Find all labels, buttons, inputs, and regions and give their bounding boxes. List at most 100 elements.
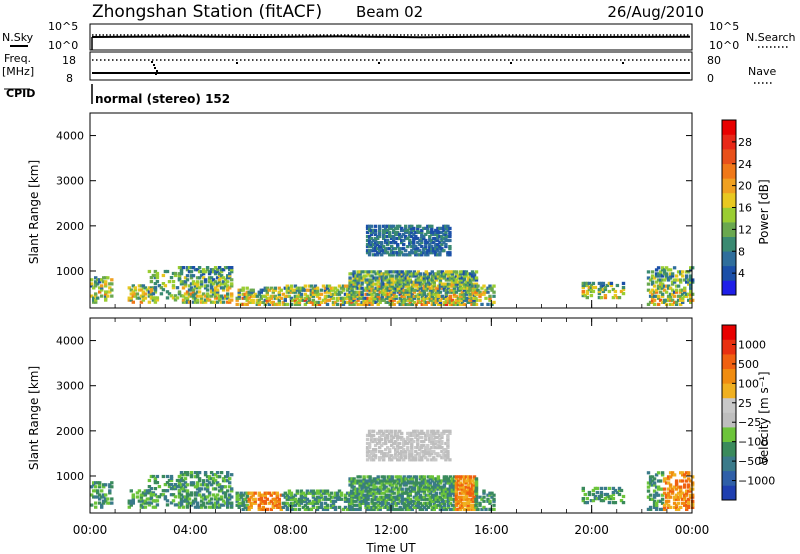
velocity-echo-cell: [444, 495, 449, 499]
power-echo-cell: [297, 298, 302, 302]
power-echo-cell: [348, 284, 352, 288]
velocity-echo-cell: [454, 501, 459, 505]
velocity-echo-cell: [607, 501, 612, 505]
velocity-echo-cell: [211, 487, 216, 491]
velocity-echo-cell: [384, 441, 388, 446]
power-echo-cell: [424, 296, 428, 300]
velocity-echo-cell: [666, 499, 671, 503]
power-echo-cell: [440, 234, 444, 239]
power-echo-cell: [662, 288, 667, 292]
power-echo-cell: [412, 243, 416, 247]
velocity-echo-cell: [408, 501, 412, 505]
velocity-echo-cell: [392, 495, 396, 499]
velocity-echo-cell: [430, 439, 434, 444]
power-echo-cell: [313, 292, 318, 296]
power-echo-cell: [448, 278, 453, 282]
power-echo-cell: [263, 286, 267, 290]
velocity-echo-cell: [167, 478, 172, 483]
power-echo-cell: [444, 278, 449, 282]
power-echo-cell: [311, 292, 316, 296]
velocity-echo-cell: [251, 493, 255, 497]
velocity-echo-cell: [213, 505, 218, 509]
velocity-echo-cell: [458, 499, 463, 503]
power-echo-cell: [193, 284, 198, 288]
power-echo-cell: [480, 286, 484, 290]
power-echo-cell: [432, 280, 436, 284]
velocity-echo-cell: [352, 503, 356, 507]
power-ytick-label: 3000: [56, 175, 84, 188]
power-echo-cell: [442, 284, 447, 288]
velocity-echo-cell: [275, 493, 279, 497]
power-echo-cell: [388, 234, 392, 239]
velocity-echo-cell: [658, 479, 663, 483]
velocity-echo-cell: [426, 497, 430, 501]
velocity-echo-cell: [402, 483, 406, 487]
power-echo-cell: [235, 296, 239, 300]
power-echo-cell: [426, 274, 430, 278]
power-echo-cell: [94, 284, 98, 288]
velocity-echo-cell: [331, 501, 336, 505]
velocity-echo-cell: [406, 431, 410, 435]
velocity-echo-cell: [364, 495, 368, 499]
velocity-echo-cell: [358, 497, 362, 501]
power-echo-cell: [396, 278, 400, 282]
velocity-echo-cell: [652, 495, 657, 499]
power-echo-cell: [398, 251, 402, 255]
velocity-echo-cell: [458, 505, 463, 509]
power-echo-cell: [261, 288, 265, 292]
power-echo-cell: [392, 241, 396, 245]
power-echo-cell: [448, 245, 452, 249]
power-echo-cell: [382, 230, 386, 234]
power-echo-cell: [259, 294, 263, 298]
velocity-echo-cell: [370, 507, 374, 511]
velocity-echo-cell: [352, 495, 356, 499]
power-echo-cell: [432, 300, 436, 304]
velocity-echo-cell: [251, 501, 255, 505]
velocity-echo-cell: [350, 489, 354, 493]
velocity-echo-cell: [414, 477, 418, 481]
power-echo-cell: [193, 282, 198, 286]
velocity-echo-cell: [215, 501, 220, 505]
power-echo-cell: [376, 253, 380, 257]
velocity-echo-cell: [591, 488, 596, 493]
power-echo-cell: [428, 286, 432, 290]
velocity-echo-cell: [223, 501, 228, 505]
velocity-echo-cell: [436, 454, 440, 458]
velocity-echo-cell: [350, 481, 354, 485]
velocity-echo-cell: [139, 503, 144, 507]
velocity-echo-cell: [444, 499, 449, 503]
velocity-echo-cell: [446, 493, 451, 497]
power-echo-cell: [367, 241, 372, 245]
power-echo-cell: [400, 300, 404, 304]
velocity-echo-cell: [420, 458, 424, 462]
power-echo-cell: [311, 298, 316, 302]
power-echo-cell: [450, 270, 455, 274]
velocity-echo-cell: [321, 507, 326, 511]
power-echo-cell: [261, 300, 265, 304]
power-echo-cell: [329, 292, 334, 296]
power-echo-cell: [197, 294, 202, 298]
velocity-echo-cell: [440, 493, 445, 497]
power-echo-cell: [418, 292, 422, 296]
power-echo-cell: [402, 294, 406, 298]
power-echo-cell: [603, 287, 608, 292]
power-echo-cell: [382, 232, 386, 236]
velocity-echo-cell: [291, 503, 296, 507]
power-echo-cell: [372, 290, 376, 294]
power-echo-cell: [462, 276, 467, 280]
power-echo-cell: [434, 286, 438, 290]
power-echo-cell: [450, 274, 455, 278]
velocity-echo-cell: [193, 505, 198, 509]
velocity-echo-cell: [599, 494, 604, 499]
velocity-echo-cell: [466, 497, 470, 501]
power-echo-cell: [679, 280, 683, 284]
velocity-echo-cell: [400, 437, 404, 441]
power-echo-cell: [428, 245, 432, 249]
power-echo-cell: [442, 226, 446, 230]
power-echo-cell: [243, 296, 247, 300]
power-echo-cell: [382, 276, 386, 280]
velocity-echo-cell: [452, 497, 457, 501]
velocity-echo-cell: [370, 479, 374, 483]
power-echo-cell: [350, 298, 354, 302]
power-echo-cell: [402, 292, 406, 296]
